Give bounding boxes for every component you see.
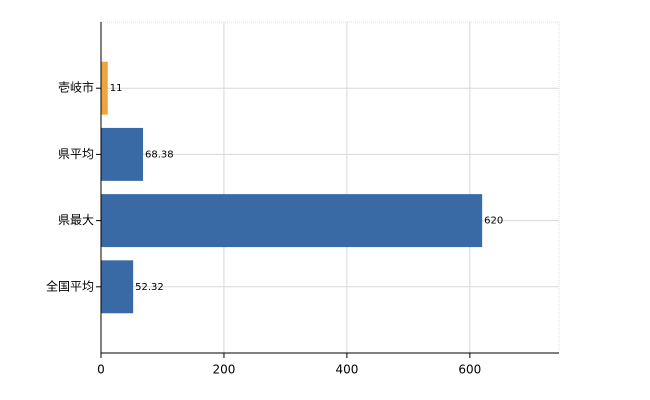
bar (101, 61, 108, 115)
value-label: 68.38 (145, 149, 174, 160)
y-tick-label: 県平均 (58, 147, 94, 161)
y-tick-label: 壱岐市 (58, 80, 94, 95)
bar (101, 127, 144, 181)
x-tick-label: 200 (212, 363, 235, 377)
value-label: 52.32 (135, 282, 164, 293)
bar (101, 194, 483, 248)
y-tick-label: 全国平均 (46, 278, 94, 293)
value-label: 620 (484, 216, 503, 227)
x-tick-label: 600 (458, 363, 481, 377)
y-tick-label: 県最大 (58, 213, 94, 227)
bar (101, 260, 134, 314)
value-label: 11 (110, 83, 123, 94)
x-tick-label: 400 (335, 363, 358, 377)
x-tick-label: 0 (97, 363, 105, 377)
